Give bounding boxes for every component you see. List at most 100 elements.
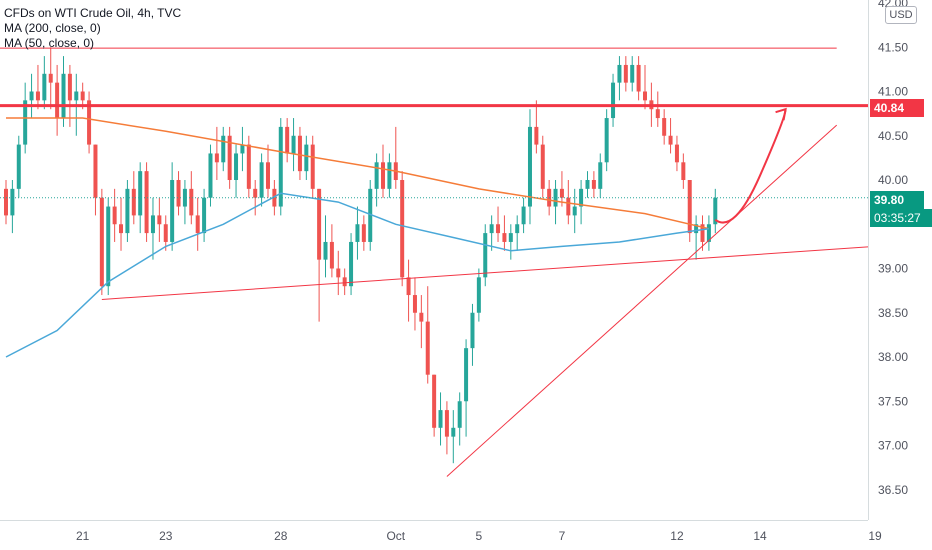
candle-body (412, 295, 417, 313)
candle-body (687, 180, 692, 234)
candle-body (540, 144, 545, 189)
price-axis-background (868, 0, 932, 550)
level-price-tag: 40.84 (870, 99, 924, 117)
candle-body (617, 64, 622, 83)
candle-body (374, 162, 379, 189)
ma200-line (6, 117, 710, 230)
candle-body (29, 91, 34, 101)
time-tick-label: 14 (753, 529, 767, 543)
candle-body (4, 188, 8, 216)
candle-body (713, 197, 718, 225)
candle-body (291, 135, 296, 154)
time-tick-label: 7 (559, 529, 566, 543)
candle-body (674, 144, 679, 163)
candle-body (534, 126, 539, 145)
candle-body (138, 171, 143, 216)
candle-body (170, 180, 175, 242)
candle-body (304, 144, 309, 172)
candle-body (214, 153, 219, 163)
candle-body (527, 126, 532, 207)
candle-body (131, 188, 136, 216)
time-tick-label: 28 (274, 529, 288, 543)
projection-arrow (714, 109, 787, 224)
candle-body (42, 73, 47, 101)
candle-body (419, 312, 424, 322)
candle-body (99, 197, 104, 287)
candle-body (432, 374, 437, 428)
candle-body (297, 135, 302, 172)
candle-body (623, 64, 628, 83)
candle-body (655, 109, 660, 119)
candle-body (144, 171, 149, 234)
price-axis[interactable]: 42.00 41.50 41.00 40.50 40.00 39.00 38.50 38.00… (868, 0, 932, 550)
candle-body (483, 233, 488, 278)
candle-body (515, 224, 520, 234)
time-axis[interactable]: 21 23 28 Oct 5 7 12 14 19 (0, 520, 882, 544)
candle-body (163, 224, 168, 242)
candle-body (259, 162, 264, 198)
candle-body (157, 215, 162, 225)
candle-body (202, 197, 207, 234)
candle-body (55, 82, 60, 119)
candle-body (368, 188, 373, 242)
candle-body (119, 224, 124, 234)
candle-body (336, 268, 341, 278)
candle-body (387, 162, 392, 189)
price-tick-label: 41.00 (878, 85, 908, 99)
candle-body (349, 241, 354, 287)
symbol-title[interactable]: CFDs on WTI Crude Oil, 4h, TVC (4, 6, 182, 20)
candlestick-series (4, 47, 718, 464)
candle-body (502, 233, 507, 242)
candle-body (355, 224, 360, 242)
candle-body (521, 206, 526, 225)
price-tick-label: 42.00 (878, 0, 908, 10)
candle-body (361, 224, 366, 242)
candle-body (381, 162, 386, 189)
ma50-legend[interactable]: MA (50, close, 0) (4, 36, 95, 50)
candle-body (310, 144, 315, 189)
candle-body (317, 188, 322, 260)
candle-body (566, 197, 571, 216)
candle-body (265, 162, 270, 189)
ma200-legend[interactable]: MA (200, close, 0) (4, 21, 101, 35)
candle-body (611, 82, 616, 119)
candle-body (106, 206, 111, 287)
candle-body (444, 410, 449, 437)
candle-body (591, 180, 596, 189)
candle-body (48, 73, 53, 83)
bar-countdown-tag: 03:35:27 (870, 209, 932, 227)
candle-body (189, 188, 194, 216)
currency-button[interactable]: USD (885, 6, 917, 24)
price-tick-label: 36.50 (878, 483, 908, 497)
candle-body (195, 215, 200, 234)
candle-body (176, 180, 181, 207)
time-tick-label: 21 (76, 529, 90, 543)
arrow-head (775, 107, 787, 121)
chart-legend: CFDs on WTI Crude Oil, 4h, TVC MA (200, … (4, 6, 181, 51)
candle-body (125, 188, 130, 234)
candle-body (234, 153, 239, 180)
trend-line (446, 124, 838, 477)
candle-body (182, 188, 187, 207)
candle-body (61, 73, 66, 119)
candle-body (208, 153, 213, 198)
time-tick-label: 12 (670, 529, 684, 543)
candle-body (508, 233, 513, 242)
time-tick-label: 19 (868, 529, 882, 543)
price-tick-label: 38.50 (878, 306, 908, 320)
candle-body (35, 91, 40, 101)
candle-body (630, 64, 635, 83)
chart-drawings (0, 47, 876, 477)
price-tick-label: 37.50 (878, 394, 908, 408)
candle-body (278, 126, 283, 207)
candle-body (572, 206, 577, 216)
candle-body (400, 180, 405, 278)
candle-body (470, 312, 475, 349)
price-tick-label: 41.50 (878, 40, 908, 54)
trend-line (101, 245, 876, 300)
candle-body (323, 241, 328, 260)
candle-body (579, 188, 584, 207)
candle-body (150, 215, 155, 234)
time-tick-label: 23 (159, 529, 173, 543)
